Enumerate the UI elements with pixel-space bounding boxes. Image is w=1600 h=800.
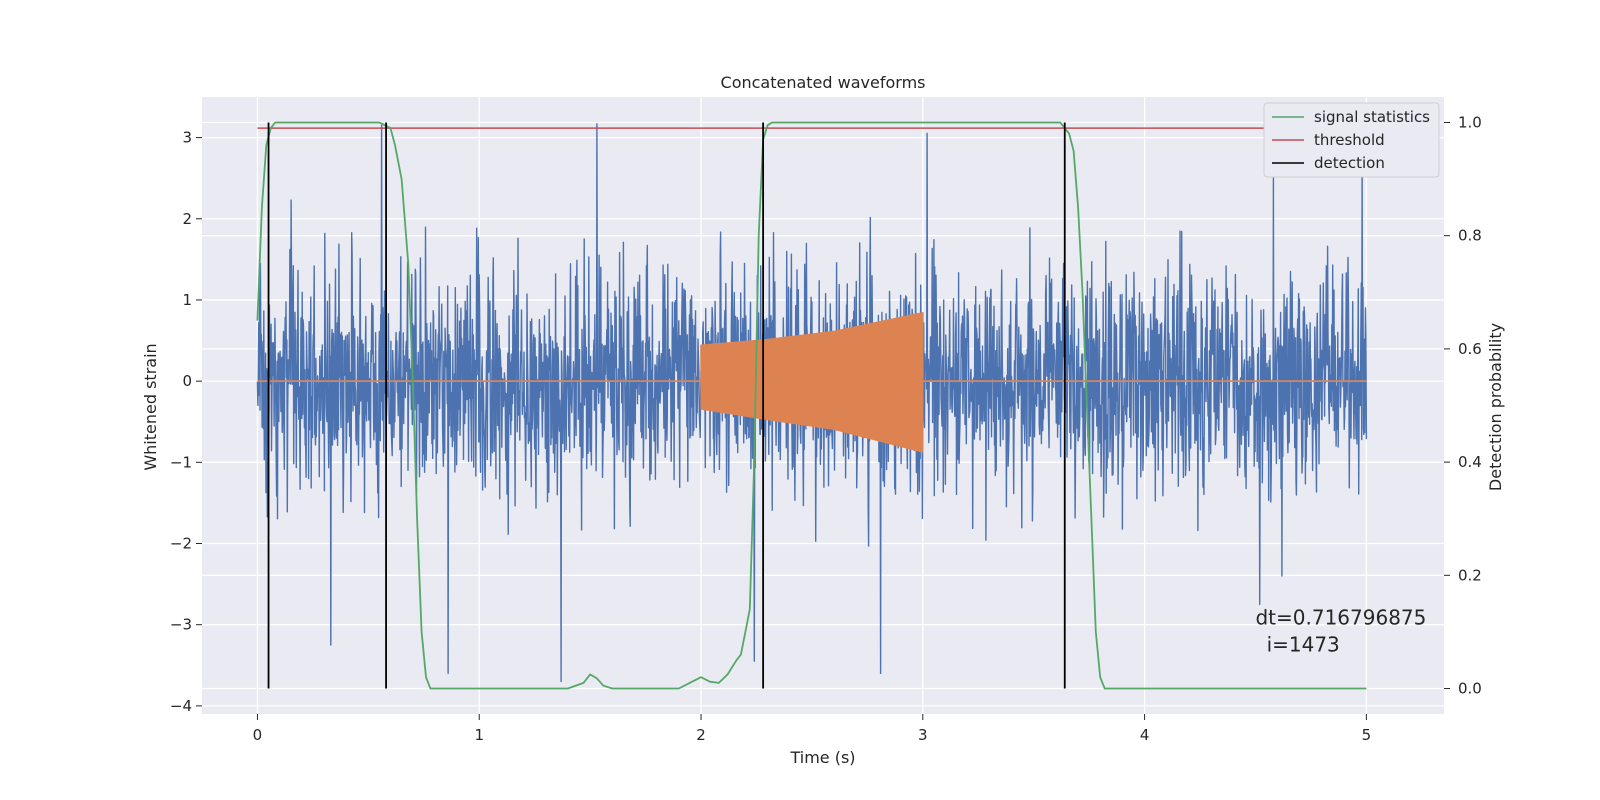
y2-tick-label: 1.0	[1458, 113, 1482, 131]
y2-axis-label: Detection probability	[1486, 323, 1505, 491]
y-tick-label: 2	[182, 210, 192, 228]
legend-frame	[1263, 102, 1440, 178]
noise-series	[256, 123, 1368, 683]
legend: signal statistics threshold detection	[1263, 102, 1440, 178]
noise-line	[256, 123, 1368, 683]
y-tick-label: −1	[170, 453, 192, 471]
x-tick-label: 2	[696, 726, 706, 744]
x-tick-label: 5	[1362, 726, 1372, 744]
y2-tick-label: 0.2	[1458, 566, 1482, 584]
y2-tick-label: 0.6	[1458, 340, 1482, 358]
y-tick-label: −2	[170, 535, 192, 553]
y-tick-label: 1	[182, 291, 192, 309]
detection-series	[267, 122, 1066, 689]
plot-area	[256, 121, 1368, 690]
y-tick-label: 3	[182, 129, 192, 147]
legend-label-signal-statistics: signal statistics	[1314, 108, 1430, 126]
x-tick-label: 3	[918, 726, 928, 744]
legend-label-detection: detection	[1314, 154, 1385, 172]
y-axis-label: Whitened strain	[141, 343, 160, 470]
signal-statistics-series	[256, 121, 1367, 690]
x-axis-ticks: 0 1 2 3 4 5	[253, 714, 1371, 744]
chart-title: Concatenated waveforms	[721, 73, 926, 92]
annotation-dt: dt=0.716796875	[1255, 606, 1426, 630]
annotation-index: i=1473	[1267, 632, 1340, 656]
x-tick-label: 4	[1140, 726, 1150, 744]
x-tick-label: 0	[253, 726, 263, 744]
x-axis-label: Time (s)	[789, 748, 855, 767]
legend-label-threshold: threshold	[1314, 131, 1385, 149]
x-tick-label: 1	[474, 726, 484, 744]
y-axis-ticks: −4 −3 −2 −1 0 1 2 3	[170, 129, 202, 715]
y2-tick-label: 0.8	[1458, 227, 1482, 245]
y2-tick-label: 0.0	[1458, 680, 1482, 698]
y2-axis-ticks: 0.0 0.2 0.4 0.6 0.8 1.0	[1444, 113, 1482, 698]
y-tick-label: −3	[170, 616, 192, 634]
y2-tick-label: 0.4	[1458, 453, 1482, 471]
signal-statistics-line	[256, 121, 1367, 690]
y-tick-label: 0	[182, 372, 192, 390]
y-tick-label: −4	[170, 697, 192, 715]
